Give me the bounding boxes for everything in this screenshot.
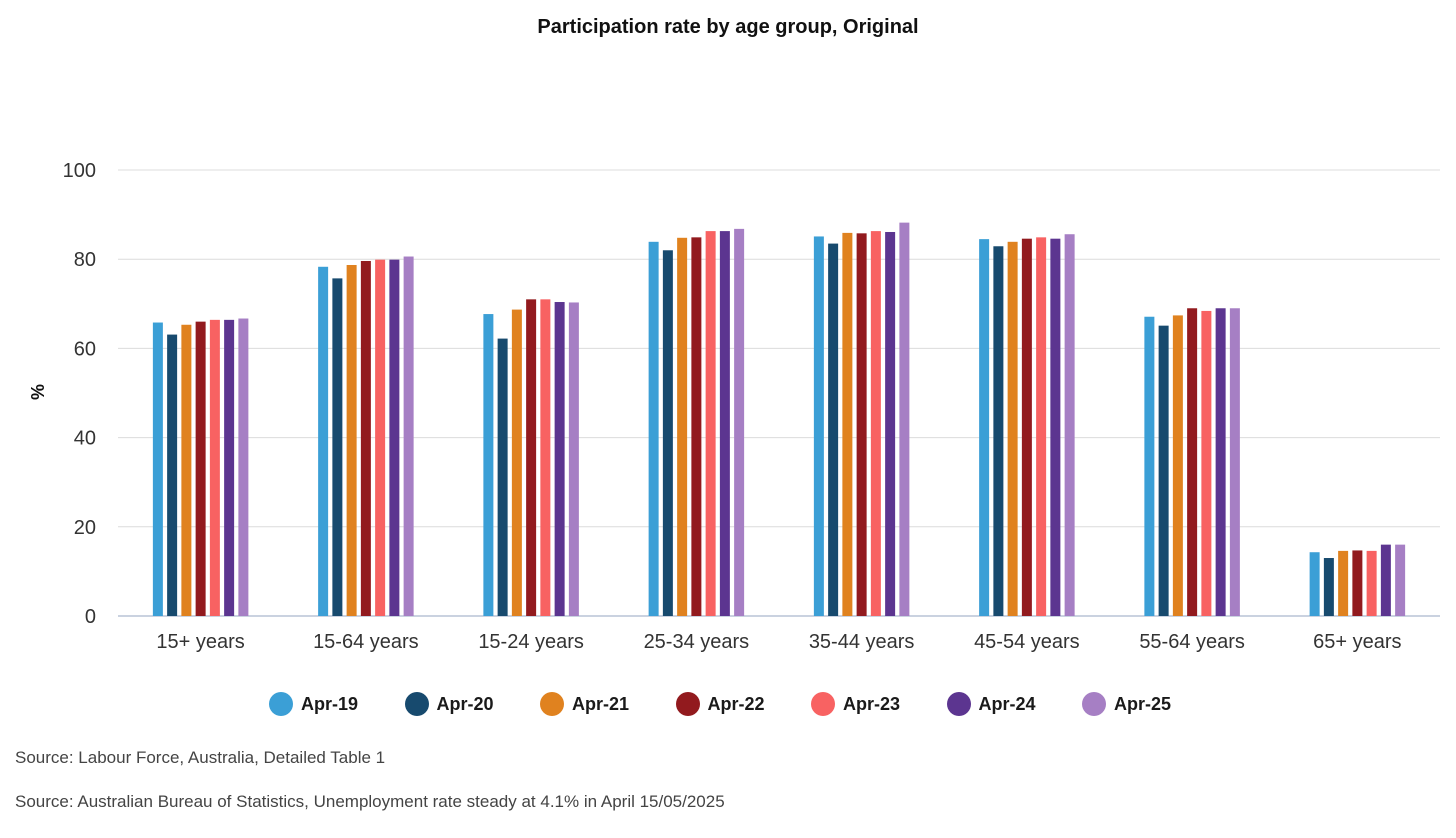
legend-swatch [946, 692, 971, 716]
bar [483, 314, 494, 616]
bar [691, 237, 702, 616]
y-tick-label: 40 [74, 428, 96, 450]
legend-label: Apr-19 [301, 693, 359, 714]
bar [1352, 550, 1363, 616]
x-tick-label: 25-34 years [644, 631, 750, 653]
bar [526, 299, 537, 616]
legend-item[interactable]: Apr-22 [675, 690, 765, 718]
x-tick-label: 35-44 years [809, 631, 915, 653]
source-note-2: Source: Australian Bureau of Statistics,… [15, 792, 725, 811]
bar [1158, 325, 1169, 616]
bar [1064, 234, 1075, 616]
legend-label: Apr-25 [1114, 693, 1172, 714]
bar [238, 318, 249, 616]
y-tick-label: 60 [74, 338, 96, 360]
legend-label: Apr-24 [978, 693, 1036, 714]
bar [870, 231, 881, 617]
legend-item[interactable]: Apr-25 [1082, 690, 1171, 718]
bar [540, 299, 551, 616]
bar [734, 228, 745, 616]
bar [677, 237, 688, 617]
bar [554, 302, 565, 616]
legend-item[interactable]: Apr-23 [811, 690, 900, 718]
bar [181, 324, 192, 616]
legend-swatch [811, 692, 835, 716]
bar [1007, 241, 1018, 616]
bar [885, 231, 896, 616]
bar [705, 231, 716, 617]
bar [1021, 238, 1032, 616]
bar [195, 321, 206, 616]
x-tick-label: 15-24 years [478, 631, 584, 653]
legend-item[interactable]: Apr-21 [540, 690, 629, 718]
bar [1309, 552, 1320, 616]
bar [403, 256, 414, 616]
bar [360, 260, 371, 616]
bar [993, 246, 1004, 617]
bar [209, 319, 220, 616]
bar [899, 222, 910, 617]
legend-swatch [404, 692, 429, 716]
bar [167, 334, 178, 616]
chart-title: Participation rate by age group, Origina… [537, 16, 919, 38]
legend-label: Apr-20 [436, 693, 494, 714]
y-tick-label: 80 [74, 249, 96, 271]
legend-label: Apr-21 [572, 693, 630, 714]
legend-swatch [675, 692, 700, 716]
bar [1215, 308, 1226, 616]
legend-swatch [1082, 692, 1106, 716]
bar [979, 239, 990, 616]
bar [1366, 550, 1377, 616]
y-tick-label: 0 [85, 606, 96, 628]
legend-item[interactable]: Apr-20 [404, 690, 494, 718]
bar [842, 232, 853, 617]
bar [568, 302, 579, 616]
bar [1036, 237, 1047, 616]
bar [1338, 550, 1349, 616]
legend-swatch [269, 692, 293, 716]
y-tick-label: 100 [63, 160, 96, 182]
bar [375, 259, 386, 616]
bar [1229, 308, 1240, 616]
bar [719, 231, 730, 617]
legend-item[interactable]: Apr-24 [946, 690, 1036, 718]
bar [389, 259, 400, 616]
y-tick-label: 20 [74, 517, 96, 539]
legend-swatch [540, 692, 564, 716]
bar [497, 338, 508, 616]
x-tick-label: 45-54 years [974, 631, 1080, 653]
bar [318, 266, 329, 616]
bar [662, 250, 673, 616]
x-tick-label: 55-64 years [1139, 631, 1245, 653]
bar [856, 233, 867, 616]
legend-item[interactable]: Apr-19 [269, 690, 358, 718]
bar [1395, 544, 1406, 616]
bar [648, 241, 659, 616]
bar [332, 278, 343, 616]
legend-label: Apr-23 [843, 693, 901, 714]
bar [1144, 316, 1155, 616]
x-tick-label: 15+ years [156, 631, 244, 653]
x-tick-label: 15-64 years [313, 631, 419, 653]
bar [1323, 558, 1334, 616]
source-note-1: Source: Labour Force, Australia, Detaile… [15, 748, 386, 767]
bar [346, 264, 357, 616]
bar [1380, 544, 1391, 616]
bar [828, 243, 839, 616]
legend-label: Apr-22 [707, 693, 765, 714]
bar [152, 322, 163, 616]
bar [511, 309, 522, 616]
y-axis-label: % [28, 384, 48, 400]
bar [1050, 238, 1061, 616]
bar [1187, 308, 1198, 616]
bar [1201, 310, 1212, 616]
bar [1172, 315, 1183, 616]
bar [224, 319, 235, 616]
bar [813, 236, 824, 617]
x-tick-label: 65+ years [1313, 631, 1401, 653]
